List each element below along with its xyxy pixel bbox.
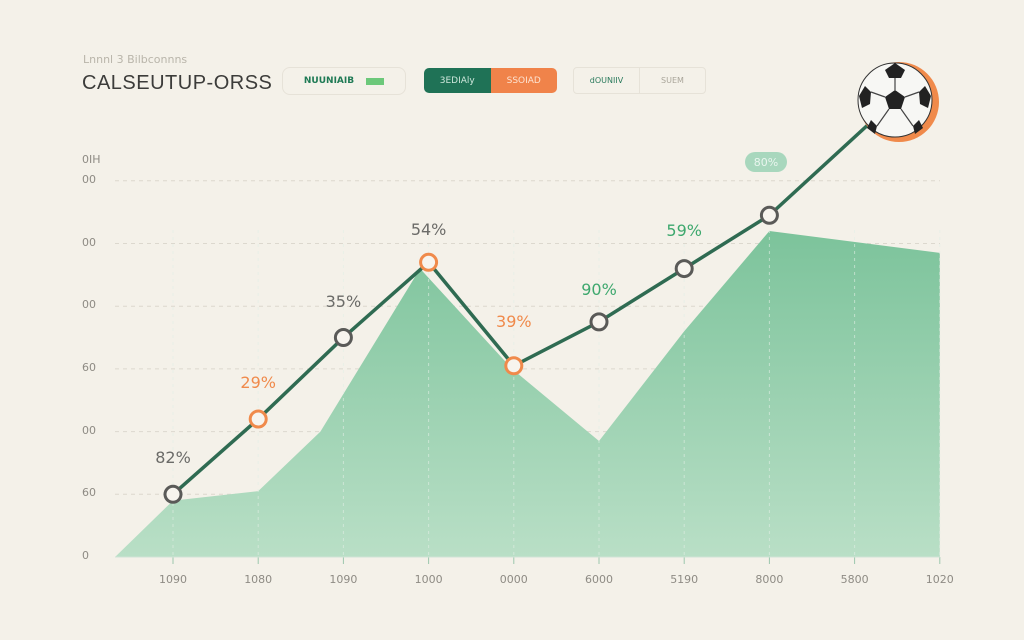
y-tick-label: 00 [82,235,96,249]
legend-label: NUUNIAIB [303,76,355,86]
y-tick-label: 00 [82,172,96,186]
soccer-ball-icon [857,62,939,142]
data-point [419,252,439,272]
x-tick-label: 5800 [840,573,869,586]
data-label: 39% [496,311,532,331]
chart-subtitle: Lnnnl 3 Bilbconnns [83,53,188,66]
data-point [589,312,609,332]
data-point [333,328,353,348]
toggle2-right[interactable]: SUEM [661,76,684,85]
toggle-right[interactable]: SSOIAD [490,68,557,93]
y-tick-label: 00 [82,298,96,312]
toggle2-left[interactable]: dOUNIIV [574,68,640,93]
y-tick-label: 60 [82,486,96,500]
data-point [674,259,694,279]
data-point [759,205,779,225]
data-label: 90% [581,279,617,299]
y-tick-label: 0 [82,549,89,562]
x-tick-label: 0000 [499,573,528,586]
data-point [163,484,183,504]
x-tick-label: 8000 [755,573,784,586]
data-point [248,409,268,429]
x-tick-label: 1090 [159,573,187,586]
data-label: 80% [745,152,787,172]
toggle-group-2: dOUNIIV SUEM [573,67,706,94]
x-tick-label: 1020 [925,573,954,586]
x-tick-label: 6000 [585,573,613,586]
chart-title: CALSEUTUP-ORSS [82,72,273,94]
x-tick-label: 1090 [329,573,358,586]
legend-pill[interactable]: NUUNIAIB [282,67,406,95]
y-tick-label: 00 [82,423,96,437]
data-label: 59% [666,220,702,240]
data-label: 82% [155,448,191,468]
x-tick-label: 5190 [670,573,699,586]
data-label: 54% [410,220,447,240]
x-tick-label: 1000 [414,573,443,586]
data-label: 35% [325,291,362,311]
legend-swatch [366,77,385,85]
data-label: 29% [240,373,276,393]
y-tick-label: 60 [82,360,96,374]
x-tick-label: 1080 [244,573,273,586]
data-point [504,356,524,376]
area-series [115,230,940,557]
toggle-left[interactable]: 3EDIAly [424,68,491,93]
toggle-group: 3EDIAly SSOIAD [424,68,557,93]
y-axis-label: 0IH [82,153,101,166]
